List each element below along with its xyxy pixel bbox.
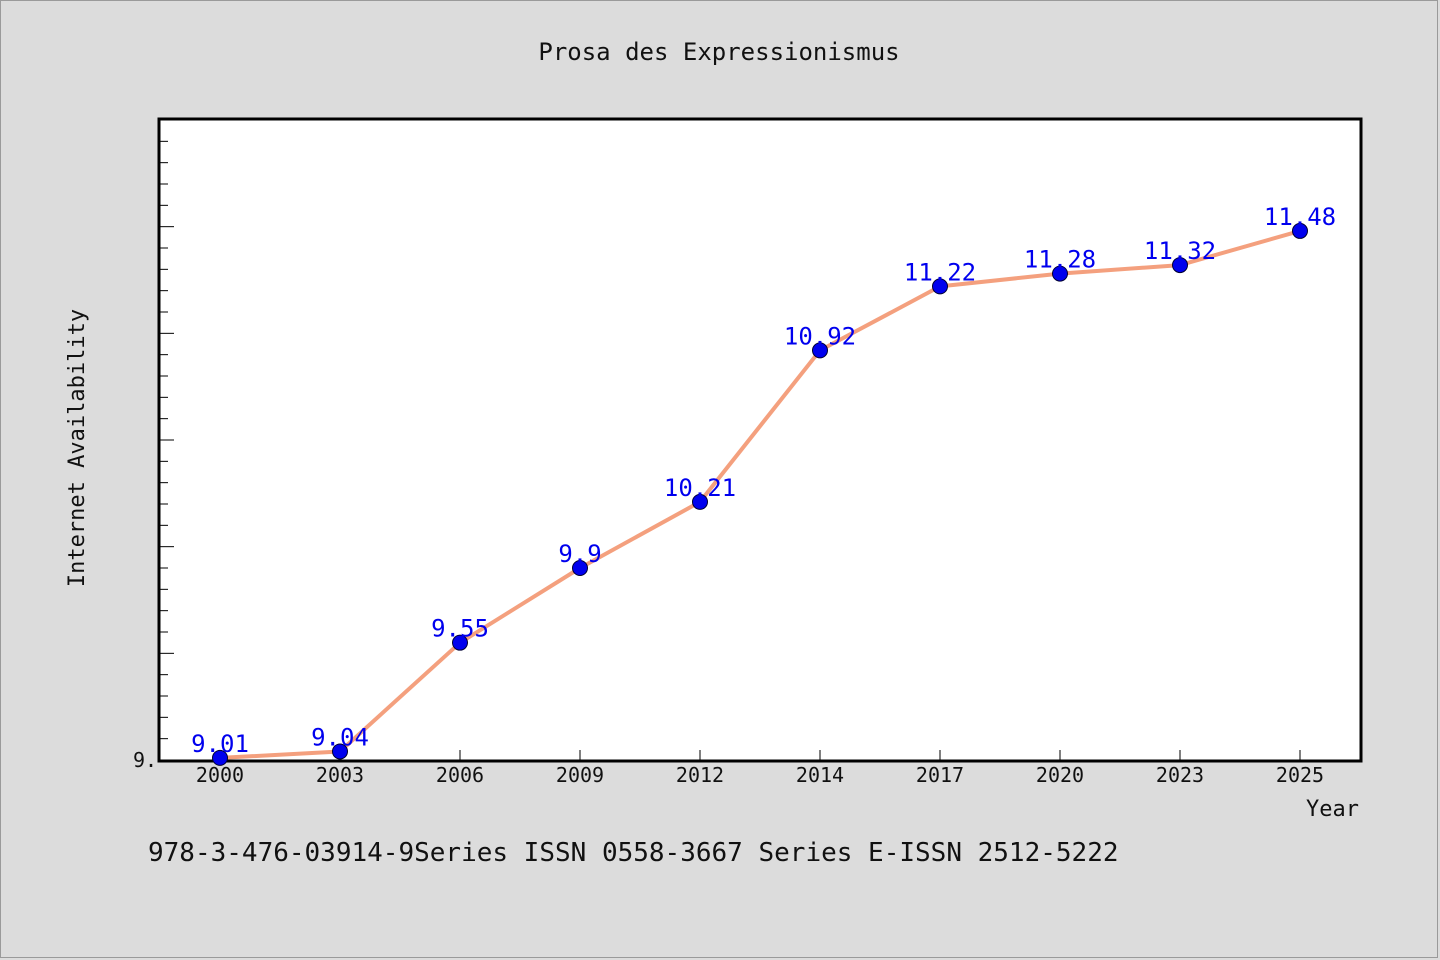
x-tick-label: 2017 bbox=[916, 763, 964, 787]
data-point bbox=[572, 560, 588, 576]
data-point bbox=[1172, 257, 1188, 274]
series-layer: 9.01 9.04 9.55 9.9 10.21 10.92 11.22 11.28 11.32… bbox=[191, 203, 1336, 766]
data-point bbox=[1292, 222, 1308, 239]
data-label: 11.28 bbox=[1024, 246, 1096, 274]
x-tick-label: 2000 bbox=[196, 763, 244, 787]
x-tick-label: 2003 bbox=[316, 763, 364, 787]
x-tick-label: 2025 bbox=[1276, 763, 1324, 787]
data-label: 10.21 bbox=[664, 474, 736, 502]
x-tick-label: 2023 bbox=[1156, 763, 1204, 787]
x-axis-label: Year bbox=[1306, 797, 1359, 822]
data-point bbox=[692, 493, 708, 510]
data-label: 9.01 bbox=[191, 730, 249, 758]
x-axis-ticks: 2000 2003 2006 2009 2012 2014 2017 2020 2023 2025 bbox=[196, 750, 1324, 787]
y-axis-label: Internet Availability bbox=[65, 309, 90, 587]
data-label: 9.55 bbox=[431, 615, 489, 643]
x-tick-label: 2014 bbox=[796, 763, 844, 787]
data-point bbox=[1052, 265, 1068, 282]
data-point bbox=[332, 743, 348, 760]
x-tick-label: 2020 bbox=[1036, 763, 1084, 787]
data-label: 11.48 bbox=[1264, 203, 1336, 231]
data-label: 11.32 bbox=[1144, 237, 1216, 265]
data-label: 11.22 bbox=[904, 258, 976, 286]
y-axis-ticks bbox=[160, 119, 174, 740]
y-tick-label: 9. bbox=[133, 748, 157, 772]
data-point bbox=[212, 749, 228, 766]
data-point bbox=[932, 278, 948, 295]
data-point bbox=[812, 342, 828, 359]
x-tick-label: 2009 bbox=[556, 763, 604, 787]
data-point bbox=[452, 634, 468, 651]
plot-area bbox=[157, 117, 1363, 763]
chart-title: Prosa des Expressionismus bbox=[538, 38, 899, 66]
data-label: 10.92 bbox=[784, 322, 856, 350]
x-tick-label: 2006 bbox=[436, 763, 484, 787]
series-line bbox=[218, 228, 1302, 760]
footer-isbn-text: 978-3-476-03914-9Series ISSN 0558-3667 S… bbox=[148, 838, 1119, 868]
data-label: 9.04 bbox=[311, 723, 369, 751]
x-tick-label: 2012 bbox=[676, 763, 724, 787]
data-label: 9.9 bbox=[558, 540, 601, 568]
